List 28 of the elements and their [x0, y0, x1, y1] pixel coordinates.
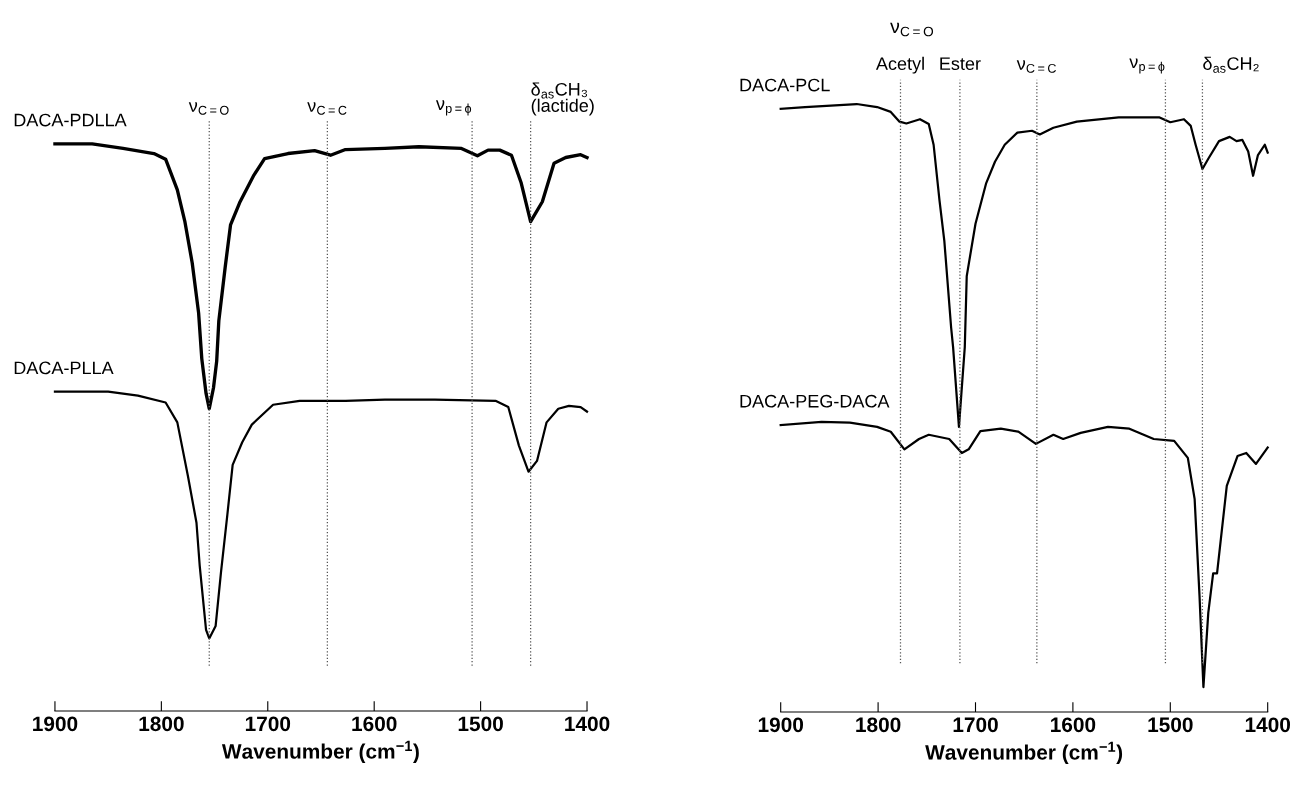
x-tick-label: 1400 [1245, 717, 1291, 733]
ref-line-label: ν$_{p=ϕ}$ [435, 100, 472, 116]
series-label: DACA-PEG-DACA [740, 394, 890, 408]
ref-line-label: δ$_{as}$CH₂ [1203, 56, 1259, 73]
ref-line-label: δ$_{as}$CH₃ (lactide) [531, 82, 594, 116]
x-tick-label: 1700 [245, 716, 291, 732]
x-tick-label: 1600 [1051, 717, 1096, 733]
ref-line-label: Acetyl [875, 56, 924, 74]
x-axis-title: Wavenumber (cm$^{−1}$) [221, 740, 419, 763]
ref-line-label: Ester [940, 57, 981, 71]
series-label: DACA-PDLLA [14, 113, 127, 127]
x-tick-label: 1800 [139, 716, 184, 732]
ref-line-label: ν$_{p=ϕ}$ [1129, 58, 1165, 74]
x-axis-title: Wavenumber (cm$^{−1}$) [925, 741, 1123, 764]
x-tick-label: 1900 [33, 716, 78, 732]
x-tick-label: 1700 [953, 717, 998, 733]
x-tick-label: 1900 [758, 717, 804, 733]
text: ν$_{C=O}$ [890, 22, 934, 37]
x-tick-label: 1500 [458, 716, 503, 732]
ref-line-label: ν$_{C=C}$ [307, 102, 347, 115]
ref-line-label: ν$_{C=O}$ [188, 102, 229, 115]
x-tick-label: 1600 [352, 716, 397, 732]
x-tick-label: 1500 [1148, 717, 1193, 733]
series-label: DACA-PLLA [14, 361, 114, 375]
x-tick-label: 1800 [856, 717, 901, 733]
series-label: DACA-PCL [740, 78, 830, 92]
ref-line-label: ν$_{C=C}$ [1016, 60, 1056, 73]
x-tick-label: 1400 [565, 716, 610, 732]
